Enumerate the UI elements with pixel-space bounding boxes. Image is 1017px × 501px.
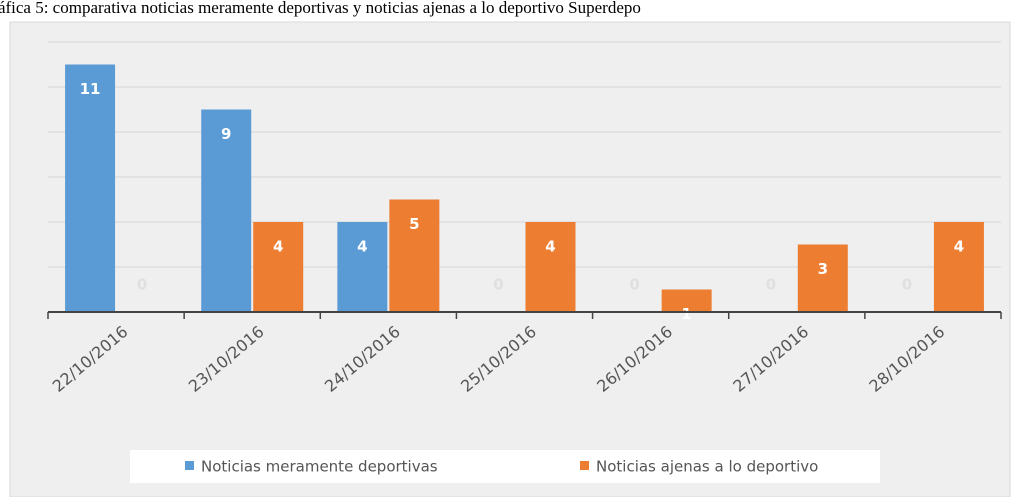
bar: [65, 64, 116, 312]
legend-box: [130, 450, 880, 483]
data-label: 0: [902, 276, 912, 294]
data-label: 9: [221, 125, 231, 143]
data-label: 4: [954, 238, 964, 256]
chart-title: Gráfica 5: comparativa noticias merament…: [0, 0, 641, 17]
data-label: 4: [273, 238, 283, 256]
data-label: 0: [137, 276, 147, 294]
chart-background: [9, 21, 1011, 498]
data-label: 5: [409, 215, 419, 233]
bar: [525, 222, 576, 312]
data-label: 0: [629, 276, 639, 294]
bar: [337, 222, 388, 312]
data-label: 11: [80, 80, 101, 98]
legend-label: Noticias meramente deportivas: [201, 458, 438, 476]
bar: [389, 199, 440, 312]
data-label: 0: [766, 276, 776, 294]
bar: [253, 222, 304, 312]
bar: [933, 222, 984, 312]
data-label: 0: [493, 276, 503, 294]
data-label: 1: [681, 305, 691, 323]
legend-swatch: [185, 461, 194, 470]
bar: [797, 244, 848, 312]
legend-label: Noticias ajenas a lo deportivo: [596, 458, 818, 476]
data-label: 4: [545, 238, 555, 256]
data-label: 4: [357, 238, 367, 256]
bar: [201, 109, 252, 312]
bar: [661, 289, 712, 312]
legend-swatch: [580, 461, 589, 470]
data-label: 3: [818, 260, 828, 278]
